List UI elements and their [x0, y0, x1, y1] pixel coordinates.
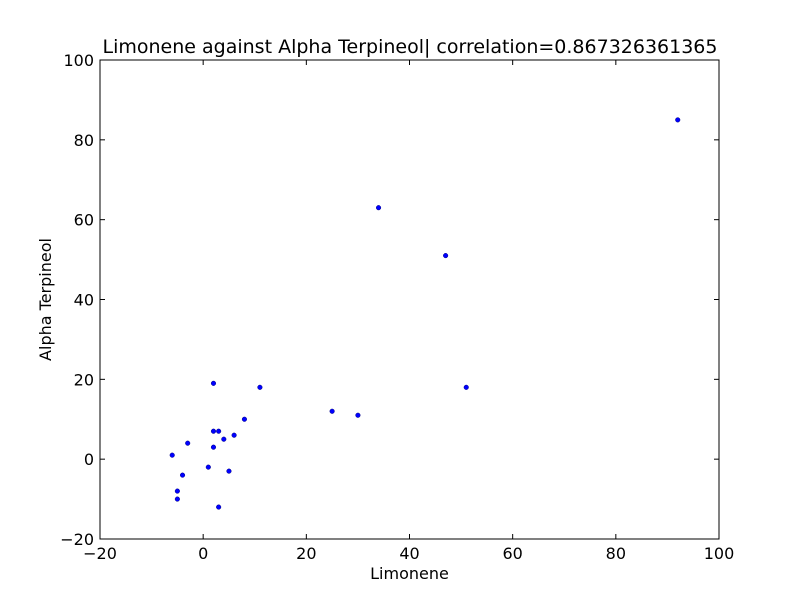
- data-point: [355, 412, 361, 418]
- data-point: [174, 488, 180, 494]
- data-point: [675, 117, 681, 123]
- y-tick-label: 40: [74, 291, 94, 310]
- data-point: [216, 428, 222, 434]
- data-point: [376, 205, 382, 211]
- data-point: [205, 464, 211, 470]
- y-tick-label: −20: [60, 530, 94, 549]
- data-point: [210, 444, 217, 450]
- data-point: [216, 504, 222, 510]
- data-point: [185, 440, 191, 446]
- y-axis-label: Alpha Terpineol: [36, 238, 55, 361]
- x-tick-label: 100: [704, 544, 735, 563]
- data-point: [210, 428, 217, 434]
- y-tick-label: 0: [84, 450, 94, 469]
- data-points: [169, 117, 681, 510]
- data-point: [226, 468, 232, 474]
- chart-title: Limonene against Alpha Terpineol| correl…: [103, 36, 718, 58]
- x-tick-label: 40: [399, 544, 419, 563]
- x-axis-label: Limonene: [370, 564, 449, 583]
- data-point: [329, 408, 335, 414]
- y-tick-label: 100: [63, 51, 94, 70]
- data-point: [241, 416, 247, 422]
- data-point: [179, 472, 186, 478]
- data-point: [443, 253, 449, 259]
- data-point: [231, 432, 237, 438]
- data-point: [174, 496, 180, 502]
- data-point: [463, 384, 469, 390]
- y-tick-label: 60: [74, 211, 94, 230]
- plot-frame: [99, 59, 720, 540]
- x-tick-label: −20: [83, 544, 117, 563]
- data-point: [221, 436, 227, 442]
- data-point: [210, 380, 217, 386]
- y-tick-label: 80: [74, 131, 94, 150]
- x-tick-label: 20: [296, 544, 316, 563]
- x-tick-label: 80: [606, 544, 626, 563]
- y-tick-label: 20: [74, 370, 94, 389]
- data-point: [257, 384, 263, 390]
- plot-area: [100, 60, 719, 539]
- x-tick-label: 60: [502, 544, 522, 563]
- axis-ticks: −20 0 20 40 60 80 100 −20 0 20 40 60 80 100: [60, 51, 734, 563]
- x-tick-label: 0: [198, 544, 208, 563]
- data-point: [169, 452, 175, 458]
